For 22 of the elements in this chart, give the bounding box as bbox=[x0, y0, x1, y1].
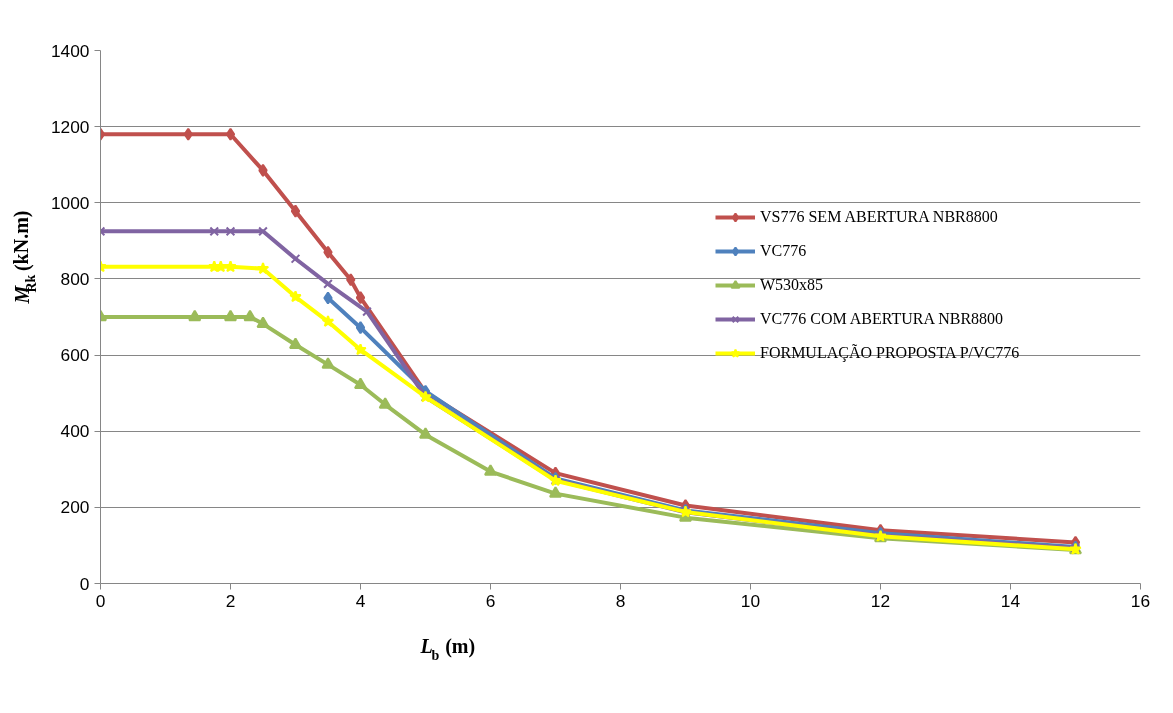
x-tick-label: 0 bbox=[95, 590, 106, 611]
y-tick-label: 0 bbox=[79, 573, 90, 594]
legend-label: VC776 bbox=[760, 242, 807, 260]
x-tick-label: 14 bbox=[1000, 590, 1021, 611]
legend-label: VC776 COM ABERTURA NBR8800 bbox=[760, 310, 1004, 328]
y-tick-label: 200 bbox=[60, 497, 90, 518]
y-tick-label: 1400 bbox=[50, 40, 90, 61]
x-tick-label: 4 bbox=[355, 590, 366, 611]
y-tick-label: 800 bbox=[60, 268, 90, 289]
legend-label: VS776 SEM ABERTURA NBR8800 bbox=[760, 208, 998, 226]
legend-label: FORMULAÇÃO PROPOSTA P/VC776 bbox=[760, 344, 1020, 362]
y-tick-label: 1200 bbox=[50, 116, 90, 137]
legend-label: W530x85 bbox=[760, 276, 824, 294]
y-tick-label: 600 bbox=[60, 345, 90, 366]
x-tick-label: 8 bbox=[615, 590, 626, 611]
x-tick-label: 12 bbox=[870, 590, 891, 611]
y-tick-label: 1000 bbox=[50, 192, 90, 213]
x-tick-label: 6 bbox=[485, 590, 496, 611]
x-tick-label: 16 bbox=[1130, 590, 1151, 611]
x-tick-label: 2 bbox=[225, 590, 236, 611]
y-tick-label: 400 bbox=[60, 421, 90, 442]
x-tick-label: 10 bbox=[740, 590, 761, 611]
